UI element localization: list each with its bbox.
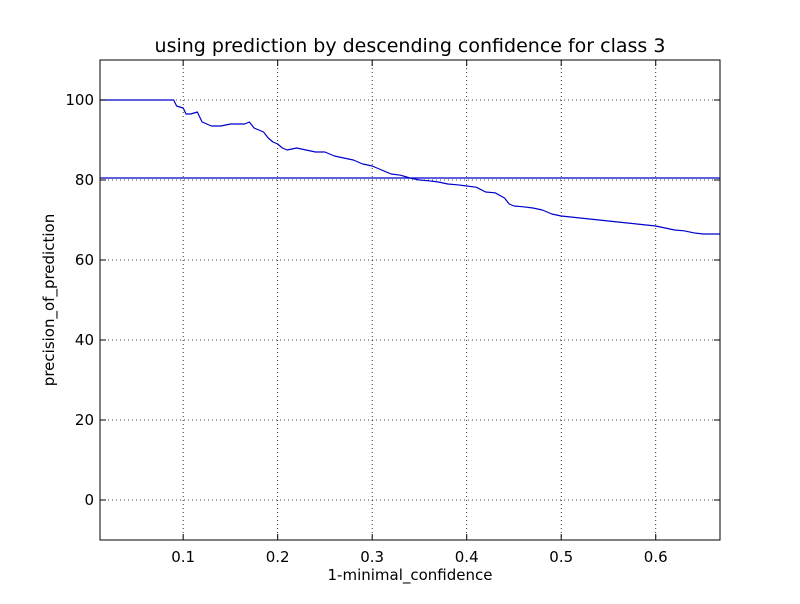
x-tick-label: 0.2	[266, 548, 290, 566]
y-tick-label: 40	[75, 331, 94, 349]
y-tick-label: 60	[75, 251, 94, 269]
x-axis-ticks: 0.1 0.2 0.3 0.4 0.5 0.6	[171, 60, 668, 566]
plot-frame	[99, 59, 721, 541]
y-tick-label: 0	[84, 491, 94, 509]
y-tick-label: 20	[75, 411, 94, 429]
x-tick-label: 0.4	[455, 548, 479, 566]
x-tick-label: 0.5	[549, 548, 573, 566]
x-tick-label: 0.3	[360, 548, 384, 566]
x-axis-label: 1-minimal_confidence	[328, 566, 493, 585]
y-tick-label: 100	[65, 91, 94, 109]
series-group	[100, 99, 720, 235]
precision-series-line	[100, 99, 720, 235]
chart-title: using prediction by descending confidenc…	[155, 35, 666, 57]
y-tick-label: 80	[75, 171, 94, 189]
x-tick-label: 0.1	[171, 548, 195, 566]
y-axis-ticks: 0 20 40 60 80 100	[65, 91, 720, 509]
y-axis-label: precision_of_prediction	[40, 214, 59, 386]
grid	[100, 60, 720, 540]
x-tick-label: 0.6	[644, 548, 668, 566]
